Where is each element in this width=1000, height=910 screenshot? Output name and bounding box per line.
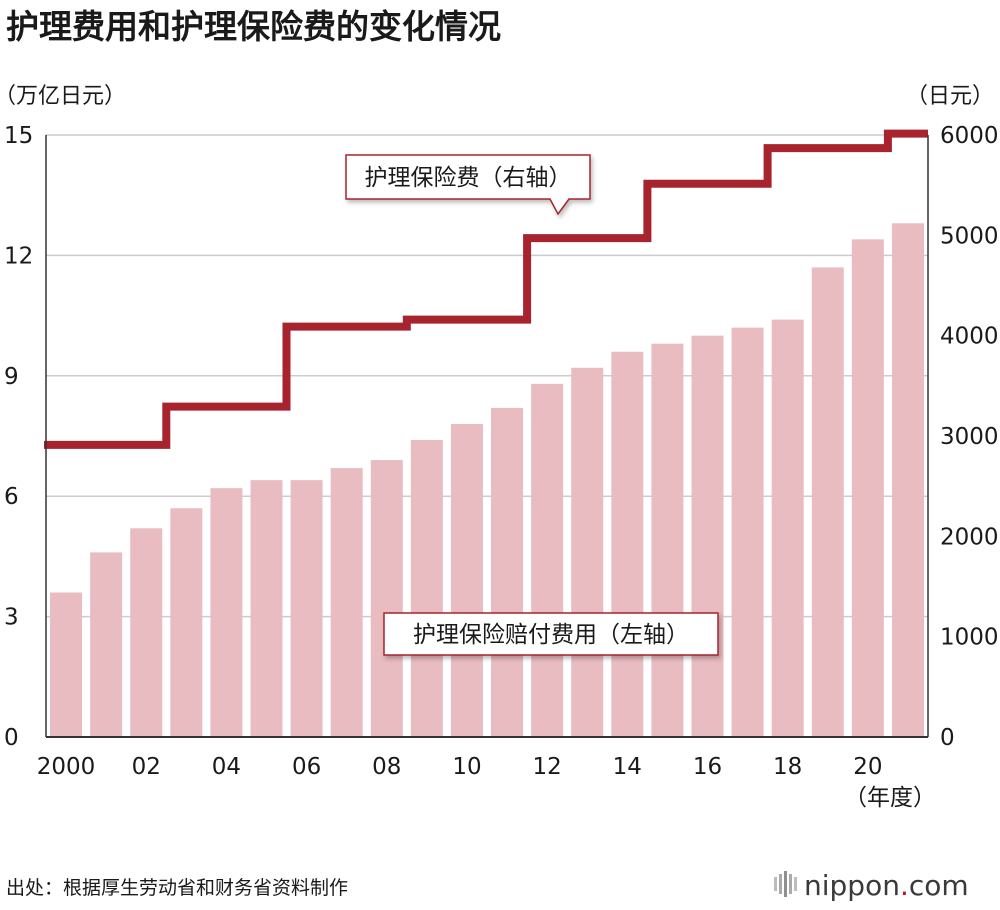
bar-2019 xyxy=(811,267,844,737)
x-tick-label: 08 xyxy=(372,754,401,780)
line-series-callout: 护理保险费（右轴） xyxy=(345,154,591,216)
logo-suffix: com xyxy=(909,869,969,902)
bar-2004 xyxy=(210,488,243,737)
bar-2007 xyxy=(330,468,363,737)
left-tick-label: 6 xyxy=(4,484,19,510)
right-tick-label: 3000 xyxy=(940,424,999,450)
right-axis: 0 1000 2000 3000 4000 5000 6000 xyxy=(927,123,999,751)
bar-2009 xyxy=(410,440,443,737)
bar-series xyxy=(50,223,924,737)
logo-dot: . xyxy=(900,869,909,902)
right-tick-label: 4000 xyxy=(940,324,999,350)
bar-series-callout: 护理保险赔付费用（左轴） xyxy=(383,612,719,656)
bar-2020 xyxy=(851,239,884,737)
bar-2005 xyxy=(250,480,283,737)
x-tick-label: 20 xyxy=(853,754,882,780)
right-tick-label: 1000 xyxy=(940,625,999,651)
bar-2016 xyxy=(691,335,724,737)
left-tick-label: 3 xyxy=(4,605,19,631)
x-tick-label: 04 xyxy=(212,754,241,780)
left-tick-label: 0 xyxy=(4,725,19,751)
bar-2010 xyxy=(450,423,483,737)
right-tick-label: 5000 xyxy=(940,223,999,249)
right-tick-label: 0 xyxy=(940,725,955,751)
line-series-label: 护理保险费（右轴） xyxy=(365,165,572,191)
bar-2008 xyxy=(370,460,403,737)
bar-2015 xyxy=(651,343,684,737)
premium-step-line xyxy=(44,129,928,449)
x-tick-label: 10 xyxy=(452,754,481,780)
x-tick-label: 16 xyxy=(693,754,722,780)
chart-title: 护理费用和护理保险费的变化情况 xyxy=(6,7,501,46)
bar-2017 xyxy=(731,327,764,737)
x-tick-label: 14 xyxy=(613,754,642,780)
bar-2021 xyxy=(891,223,924,737)
right-tick-label: 6000 xyxy=(940,123,999,149)
left-axis: 0 3 6 9 12 15 xyxy=(4,123,47,751)
source-note: 出处：根据厚生劳动省和财务省资料制作 xyxy=(6,877,348,899)
left-tick-label: 9 xyxy=(4,364,19,390)
x-axis: 2000 02 04 06 08 10 12 14 16 18 20 xyxy=(37,736,928,780)
bar-2000 xyxy=(50,592,83,737)
bar-2002 xyxy=(130,528,163,737)
bar-2012 xyxy=(531,383,564,737)
bar-2003 xyxy=(170,508,203,737)
svg-text:nippon.com: nippon.com xyxy=(804,869,969,902)
right-tick-label: 2000 xyxy=(940,524,999,550)
logo-bars-icon xyxy=(774,871,797,897)
bar-2014 xyxy=(611,351,644,737)
left-tick-label: 12 xyxy=(4,243,33,269)
bar-2013 xyxy=(571,367,604,737)
x-tick-label: 02 xyxy=(132,754,161,780)
logo-name: nippon xyxy=(804,869,900,902)
bar-2018 xyxy=(771,319,804,737)
x-tick-label: 12 xyxy=(532,754,561,780)
bar-2006 xyxy=(290,480,323,737)
x-axis-unit: （年度） xyxy=(844,785,936,811)
bar-2001 xyxy=(90,552,123,737)
x-tick-label: 18 xyxy=(773,754,802,780)
right-axis-unit: （日元） xyxy=(906,84,994,109)
left-tick-label: 15 xyxy=(4,123,33,149)
nippon-logo: nippon.com xyxy=(774,869,969,902)
x-tick-label: 06 xyxy=(292,754,321,780)
left-axis-unit: （万亿日元） xyxy=(0,84,126,109)
bar-2011 xyxy=(491,407,524,737)
line-series xyxy=(44,129,928,449)
x-tick-label: 2000 xyxy=(37,754,96,780)
bar-series-label: 护理保险赔付费用（左轴） xyxy=(413,622,689,648)
